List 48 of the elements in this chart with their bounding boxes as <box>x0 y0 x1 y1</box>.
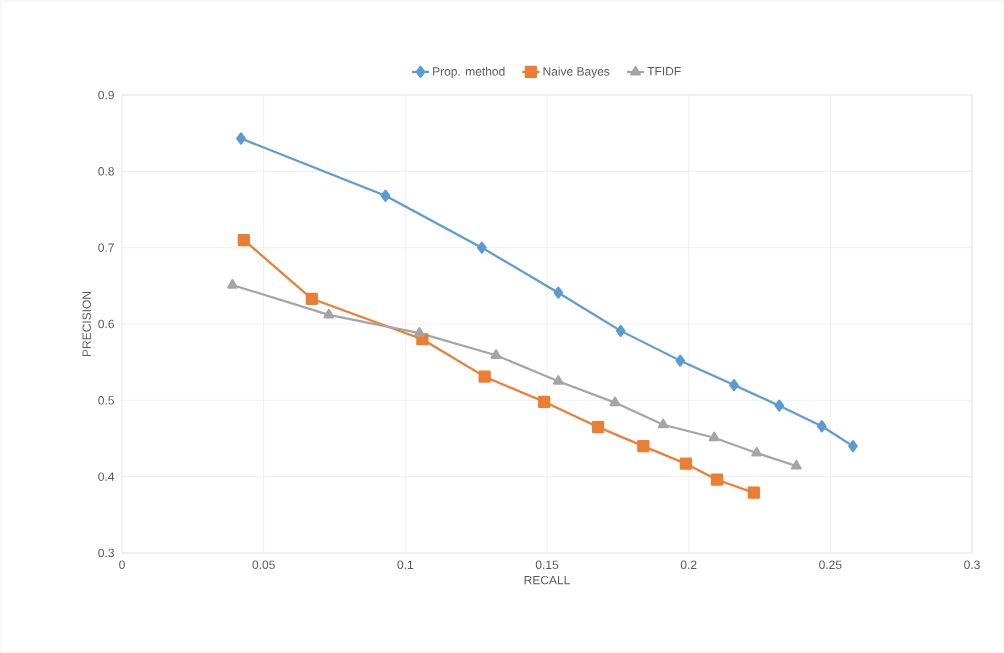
point <box>657 418 669 429</box>
y-tick-label: 0.6 <box>98 319 114 329</box>
y-tick-label: 0.9 <box>98 90 114 100</box>
point <box>591 420 605 434</box>
point <box>751 446 763 457</box>
point <box>708 431 720 442</box>
point <box>615 324 626 337</box>
x-axis-title: RECALL <box>524 575 570 585</box>
y-tick-label: 0.8 <box>98 167 114 176</box>
point <box>774 399 785 412</box>
legend-label: Naive Bayes <box>543 66 610 79</box>
point <box>747 486 760 499</box>
x-tick-label: 0.15 <box>535 560 559 570</box>
point <box>380 189 391 202</box>
point <box>816 420 827 433</box>
point <box>236 132 246 145</box>
x-tick-label: 0 <box>119 560 125 570</box>
y-tick-label: 0.4 <box>98 472 115 481</box>
y-tick-label: 0.3 <box>98 548 114 558</box>
x-tick-label: 0.2 <box>680 560 697 570</box>
x-tick-label: 0.25 <box>819 560 842 570</box>
point <box>675 354 686 367</box>
point <box>237 233 250 247</box>
point <box>305 292 318 305</box>
y-axis-title: PRECISION <box>82 291 91 357</box>
x-tick-label: 0.1 <box>397 560 414 570</box>
legend-label: TFIDF <box>647 67 681 76</box>
point <box>414 327 425 337</box>
point <box>478 370 491 383</box>
legend-label: Prop. method <box>433 66 505 79</box>
point <box>553 286 564 299</box>
point <box>790 459 802 470</box>
point <box>637 440 650 453</box>
point <box>710 473 724 486</box>
point <box>609 396 621 407</box>
point <box>490 349 502 359</box>
point <box>729 378 739 392</box>
point <box>227 278 238 289</box>
point <box>476 241 487 254</box>
x-tick-label: 0.05 <box>252 560 275 570</box>
y-tick-label: 0.5 <box>98 396 114 405</box>
point <box>323 308 335 319</box>
x-tick-label: 0.3 <box>964 560 980 570</box>
point <box>848 440 858 453</box>
y-tick-label: 0.7 <box>98 243 114 252</box>
point <box>679 457 692 470</box>
point <box>538 395 551 408</box>
point <box>552 375 564 385</box>
